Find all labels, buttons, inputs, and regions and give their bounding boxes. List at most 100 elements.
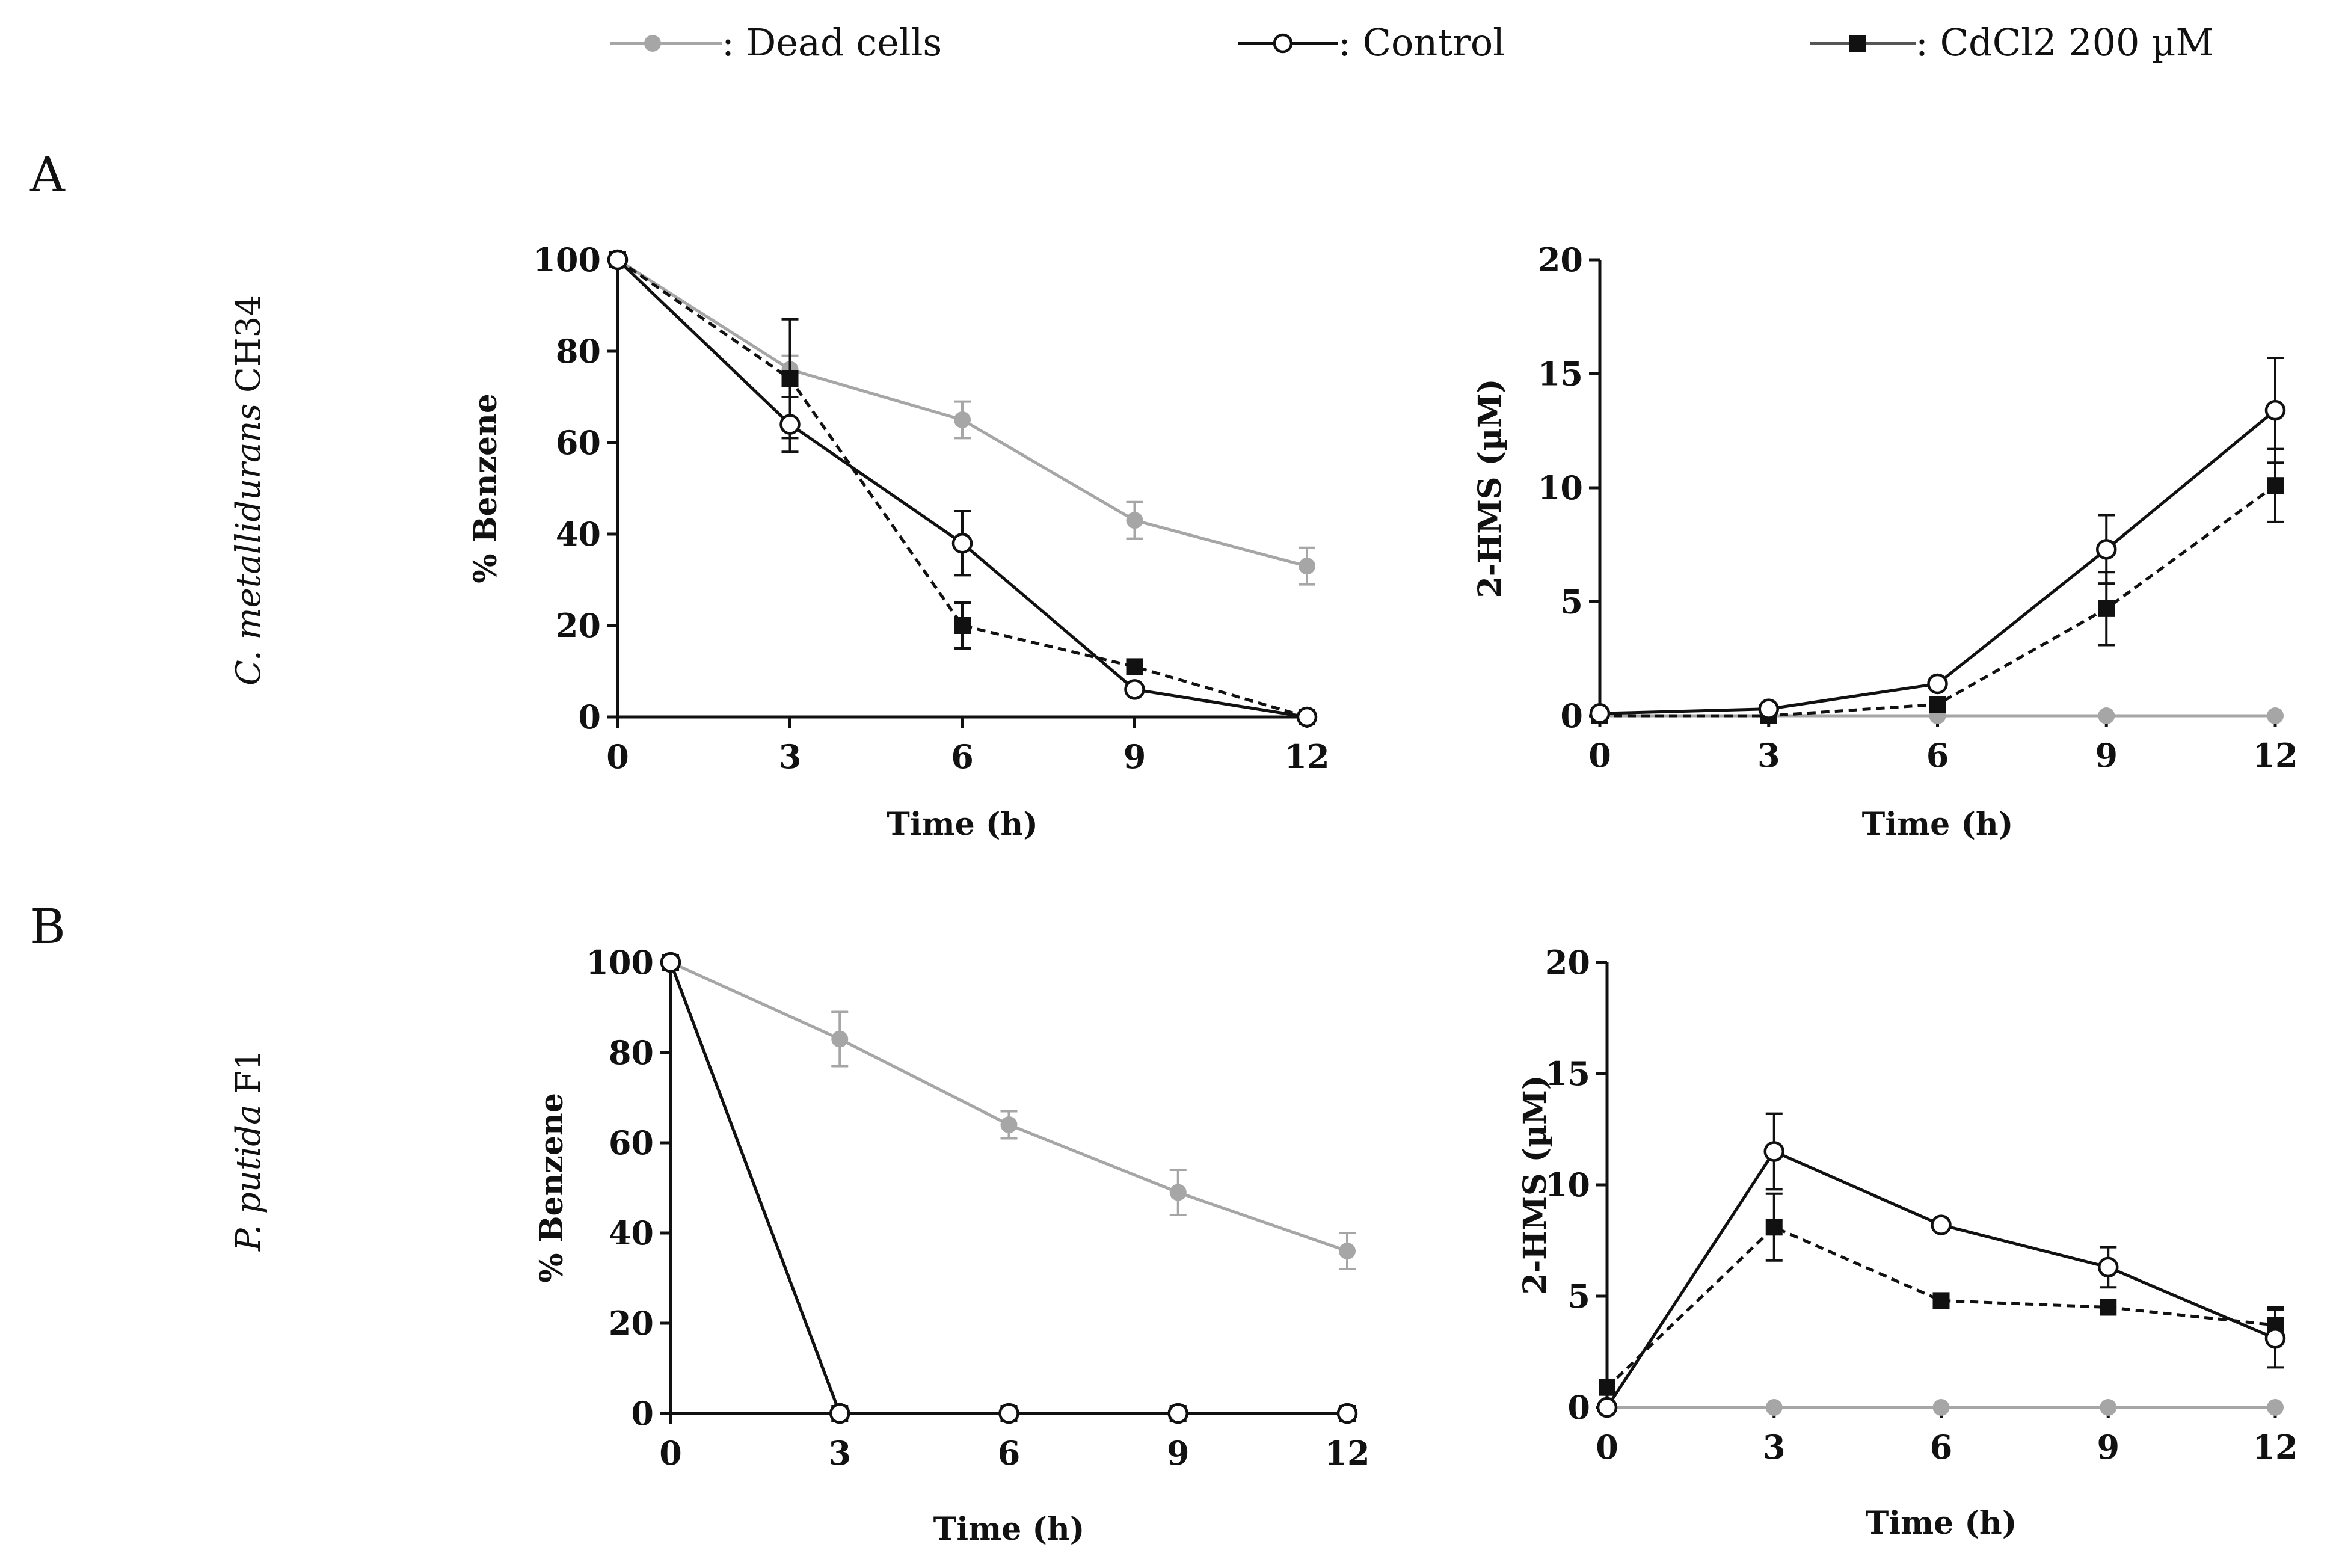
legend: : Dead cells : Control : CdCl2 200 µM [610,20,2214,64]
data-point-control [1124,679,1145,700]
y-axis-label: 2-HMS (µM) [1517,1075,1554,1295]
data-point-cd [1929,696,1946,713]
x-tick-label: 0 [1596,1428,1618,1466]
x-tick-label: 3 [779,737,802,776]
data-point-control [1596,1397,1618,1418]
data-point-control [1927,673,1948,695]
x-tick-label: 0 [659,1434,682,1472]
series-line-control [1599,409,2276,715]
y-tick-label: 60 [556,423,601,462]
panel-label-a: A [29,147,66,203]
data-point-cd [2098,600,2115,617]
series-line-control [669,962,1347,1415]
legend-dead-cells: : Dead cells [610,20,942,64]
data-point-control [1931,1214,1952,1235]
x-axis-label: Time (h) [1862,806,2014,843]
series-control [1596,1112,2286,1418]
x-tick-label: 12 [2252,1428,2298,1466]
data-point-cd [781,370,799,387]
y-tick-label: 5 [1567,1277,1590,1315]
organism-a-italic: C. metallidurans [229,404,268,686]
series-line-control [1605,1150,2276,1409]
organism-label-a: C. metallidurans CH34 [229,295,268,686]
x-axis-label: Time (h) [1866,1505,2017,1542]
x-tick-label: 6 [998,1434,1021,1472]
x-axis-label: Time (h) [887,806,1038,843]
data-point-control [1167,1403,1188,1424]
y-tick-label: 15 [1538,355,1583,393]
x-tick-label: 12 [2252,736,2298,775]
x-tick-label: 6 [951,737,974,776]
organism-label-b: P. putida F1 [229,1049,268,1252]
series-dead [662,954,1356,1270]
y-tick-label: 100 [533,241,601,279]
data-point-control [1763,1141,1784,1162]
data-point-dead [1932,1399,1950,1416]
data-point-control [951,532,973,554]
data-point-control [1296,706,1318,728]
legend-control-marker [1273,33,1293,54]
x-tick-label: 9 [1167,1434,1190,1472]
y-tick-label: 40 [556,515,601,553]
y-tick-label: 20 [556,606,601,645]
series-dead [1599,1399,2284,1416]
y-tick-label: 100 [586,943,654,982]
y-tick-label: 20 [609,1304,654,1342]
x-tick-label: 0 [606,737,629,776]
legend-control-label: : Control [1338,20,1505,64]
y-tick-label: 10 [1538,469,1583,507]
y-tick-label: 15 [1545,1054,1590,1093]
series-cd [662,954,1356,1422]
data-point-control [1758,698,1779,719]
data-point-cd [1599,1379,1615,1396]
data-point-control [998,1403,1019,1424]
x-tick-label: 3 [1757,736,1780,775]
x-tick-label: 6 [1930,1428,1953,1466]
data-point-control [1589,703,1611,724]
legend-control: : Control [1238,20,1505,64]
data-point-dead [1339,1243,1356,1259]
y-tick-label: 80 [556,332,601,370]
y-tick-label: 0 [1567,1388,1590,1427]
x-tick-label: 12 [1324,1434,1369,1472]
data-point-control [2098,1256,2119,1278]
y-tick-label: 80 [609,1033,654,1072]
series-line-cd [616,258,1308,719]
chart-a-benzene: 0 20 40 60 80 100 0 3 6 9 12 Time (h) % Benzene [467,241,1330,843]
x-tick-label: 0 [1588,736,1611,775]
legend-dead-marker [644,35,661,52]
data-point-cd [2267,477,2284,494]
series-line-cd [1606,1225,2276,1389]
data-point-control [660,952,681,973]
data-point-control [2264,399,2286,421]
y-axis-label: % Benzene [467,393,504,583]
y-tick-label: 0 [578,698,601,736]
data-point-dead [2267,1399,2284,1416]
data-point-cd [954,617,971,634]
data-point-control [607,249,629,271]
data-point-cd [2100,1299,2117,1316]
data-point-dead [1765,1399,1783,1416]
series-line-cd [669,962,1347,1415]
data-point-dead [2267,707,2284,724]
y-tick-label: 20 [1545,943,1590,982]
organism-a-rest: CH34 [229,295,268,404]
data-point-cd [1126,658,1143,675]
x-tick-label: 3 [828,1434,851,1472]
x-tick-label: 3 [1763,1428,1786,1466]
x-axis-label: Time (h) [933,1511,1085,1548]
organism-b-italic: P. putida [229,1105,268,1252]
x-tick-label: 9 [2095,736,2118,775]
chart-b-benzene: 0 20 40 60 80 100 0 3 6 9 12 Time (h) % Benzene [533,943,1370,1548]
y-tick-label: 0 [1560,696,1583,735]
data-point-dead [954,411,971,428]
data-point-control [2264,1328,2286,1349]
organism-b-rest: F1 [229,1049,268,1104]
series-control [1589,356,2286,724]
y-tick-label: 5 [1560,583,1583,621]
legend-dead-label: : Dead cells [722,20,942,64]
data-point-dead [2098,707,2115,724]
y-tick-label: 20 [1538,241,1583,279]
data-point-cd [1932,1292,1950,1309]
